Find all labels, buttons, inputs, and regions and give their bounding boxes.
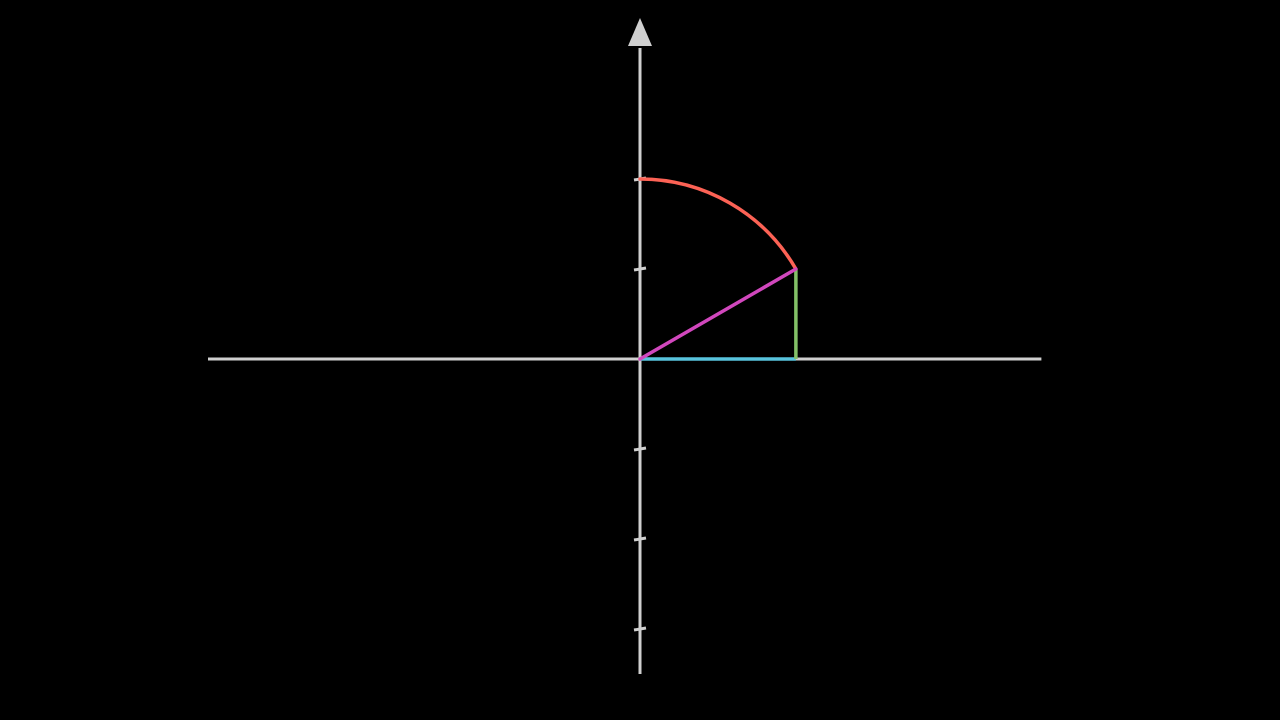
y-axis-tick [633,626,647,632]
y-axis-arrowhead-icon [628,18,652,46]
circle-arc [638,177,798,271]
y-axis-tick [633,266,647,272]
y-axis-tick [633,446,647,452]
y-axis-tick [633,536,647,542]
axes [208,18,1042,674]
radius-line [638,267,798,361]
